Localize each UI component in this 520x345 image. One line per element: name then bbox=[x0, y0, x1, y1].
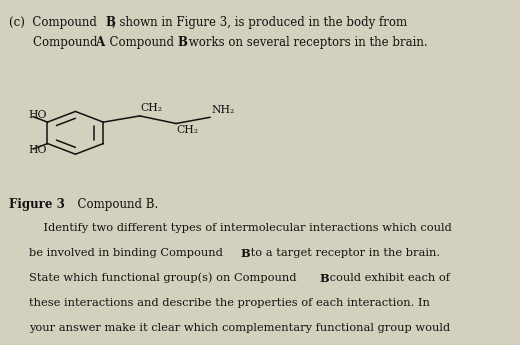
Text: State which functional group(s) on Compound: State which functional group(s) on Compo… bbox=[29, 273, 300, 284]
Text: B: B bbox=[105, 16, 115, 29]
Text: A: A bbox=[95, 36, 104, 49]
Text: Compound: Compound bbox=[33, 36, 101, 49]
Text: Compound B.: Compound B. bbox=[70, 198, 158, 211]
Text: your answer make it clear which complementary functional group would: your answer make it clear which compleme… bbox=[29, 323, 450, 333]
Text: Identify two different types of intermolecular interactions which could: Identify two different types of intermol… bbox=[29, 223, 451, 233]
Text: . Compound: . Compound bbox=[102, 36, 178, 49]
Text: these interactions and describe the properties of each interaction. In: these interactions and describe the prop… bbox=[29, 298, 430, 308]
Text: B: B bbox=[240, 248, 250, 259]
Text: Figure 3: Figure 3 bbox=[9, 198, 65, 211]
Text: CH₂: CH₂ bbox=[177, 125, 199, 135]
Text: could exhibit each of: could exhibit each of bbox=[326, 273, 450, 283]
Text: HO: HO bbox=[28, 145, 46, 155]
Text: works on several receptors in the brain.: works on several receptors in the brain. bbox=[185, 36, 427, 49]
Text: B: B bbox=[177, 36, 187, 49]
Text: be involved in binding Compound: be involved in binding Compound bbox=[29, 248, 226, 258]
Text: (c)  Compound: (c) Compound bbox=[9, 16, 101, 29]
Text: CH₂: CH₂ bbox=[140, 103, 162, 113]
Text: NH₂: NH₂ bbox=[211, 105, 235, 115]
Text: to a target receptor in the brain.: to a target receptor in the brain. bbox=[247, 248, 440, 258]
Text: , shown in Figure 3, is produced in the body from: , shown in Figure 3, is produced in the … bbox=[112, 16, 408, 29]
Text: HO: HO bbox=[28, 110, 46, 120]
Text: B: B bbox=[319, 273, 329, 284]
